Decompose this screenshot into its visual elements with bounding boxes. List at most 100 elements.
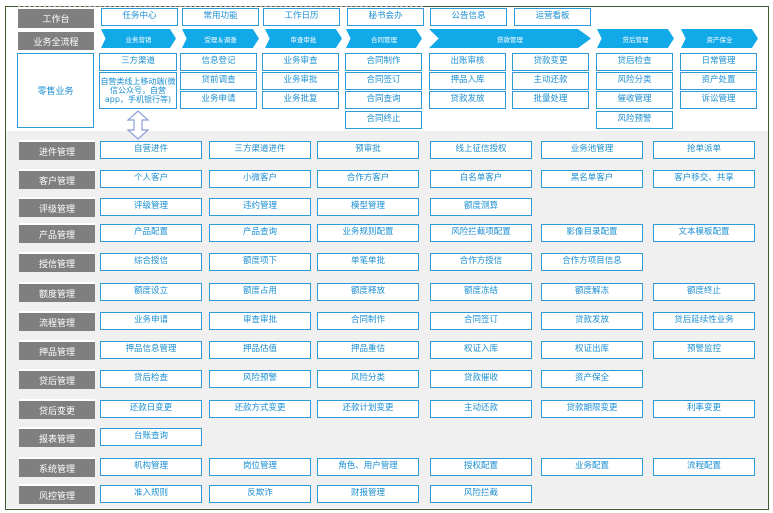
module-item[interactable]: 额度冻结 — [430, 283, 532, 301]
module-item[interactable]: 风险拦截 — [430, 485, 532, 503]
module-item[interactable]: 综合授信 — [100, 253, 202, 271]
module-item[interactable]: 权证入库 — [430, 341, 532, 359]
process-step-item[interactable]: 催收管理 — [596, 91, 673, 109]
module-item[interactable]: 三方渠道进件 — [209, 141, 311, 159]
process-step-item[interactable]: 主动还款 — [512, 72, 589, 90]
module-item[interactable]: 抢单派单 — [653, 141, 755, 159]
module-item[interactable]: 利率变更 — [653, 400, 755, 418]
process-step-item[interactable]: 押品入库 — [429, 72, 506, 90]
module-item[interactable]: 押品信息管理 — [100, 341, 202, 359]
module-item[interactable]: 个人客户 — [100, 170, 202, 188]
process-step-item[interactable]: 业务审查 — [262, 53, 339, 71]
workbench-item[interactable]: 运营看板 — [514, 8, 591, 26]
module-item[interactable]: 风险拦截项配置 — [430, 224, 532, 242]
module-item[interactable]: 业务规则配置 — [317, 224, 419, 242]
module-item[interactable]: 授权配置 — [430, 458, 532, 476]
module-item[interactable]: 黑名单客户 — [541, 170, 643, 188]
module-item[interactable]: 财报管理 — [317, 485, 419, 503]
module-item[interactable]: 额度测算 — [430, 198, 532, 216]
process-step-item[interactable]: 资产处置 — [680, 72, 757, 90]
process-step-item[interactable]: 合同终止 — [345, 111, 422, 129]
module-item[interactable]: 主动还款 — [430, 400, 532, 418]
stage-chevron[interactable]: 业务营销 — [101, 29, 176, 48]
module-item[interactable]: 角色、用户管理 — [317, 458, 419, 476]
process-step-item[interactable]: 贷款发放 — [429, 91, 506, 109]
process-step-item[interactable]: 自营类线上移动端(微信公众号，自营app，手机银行等) — [99, 72, 177, 109]
module-item[interactable]: 额度项下 — [209, 253, 311, 271]
process-step-item[interactable]: 信息登记 — [180, 53, 257, 71]
workbench-item[interactable]: 常用功能 — [182, 8, 259, 26]
module-item[interactable]: 白名单客户 — [430, 170, 532, 188]
workbench-item[interactable]: 工作日历 — [263, 8, 340, 26]
stage-chevron[interactable]: 受理＆调查 — [182, 29, 259, 48]
module-item[interactable]: 额度设立 — [100, 283, 202, 301]
process-step-item[interactable]: 业务批复 — [262, 91, 339, 109]
module-item[interactable]: 还款日变更 — [100, 400, 202, 418]
workbench-item[interactable]: 任务中心 — [101, 8, 178, 26]
module-item[interactable]: 岗位管理 — [209, 458, 311, 476]
module-item[interactable]: 产品配置 — [100, 224, 202, 242]
module-item[interactable]: 押品估值 — [209, 341, 311, 359]
module-item[interactable]: 额度占用 — [209, 283, 311, 301]
module-item[interactable]: 评级管理 — [100, 198, 202, 216]
module-item[interactable]: 产品查询 — [209, 224, 311, 242]
module-item[interactable]: 资产保全 — [541, 370, 643, 388]
workbench-item[interactable]: 秘书会办 — [347, 8, 424, 26]
module-item[interactable]: 额度终止 — [653, 283, 755, 301]
module-item[interactable]: 额度解冻 — [541, 283, 643, 301]
process-step-item[interactable]: 风险预警 — [596, 111, 673, 129]
process-step-item[interactable]: 贷前调查 — [180, 72, 257, 90]
process-step-item[interactable]: 合同查询 — [345, 91, 422, 109]
module-item[interactable]: 预警监控 — [653, 341, 755, 359]
process-step-item[interactable]: 贷款变更 — [512, 53, 589, 71]
process-step-item[interactable]: 业务申请 — [180, 91, 257, 109]
module-item[interactable]: 自营进件 — [100, 141, 202, 159]
stage-chevron[interactable]: 审查审批 — [265, 29, 342, 48]
module-item[interactable]: 违约管理 — [209, 198, 311, 216]
module-item[interactable]: 合作方授信 — [430, 253, 532, 271]
process-step-item[interactable]: 批量处理 — [512, 91, 589, 109]
process-step-item[interactable]: 三方渠道 — [99, 53, 177, 71]
module-item[interactable]: 贷款期限变更 — [541, 400, 643, 418]
module-item[interactable]: 反欺诈 — [209, 485, 311, 503]
module-item[interactable]: 单笔单批 — [317, 253, 419, 271]
stage-chevron[interactable]: 合同管理 — [346, 29, 422, 48]
module-item[interactable]: 机构管理 — [100, 458, 202, 476]
module-item[interactable]: 额度释放 — [317, 283, 419, 301]
module-item[interactable]: 贷后延续性业务 — [653, 312, 755, 330]
stage-chevron[interactable]: 贷后管理 — [597, 29, 674, 48]
module-item[interactable]: 贷后检查 — [100, 370, 202, 388]
module-item[interactable]: 影像目录配置 — [541, 224, 643, 242]
process-step-item[interactable]: 业务审批 — [262, 72, 339, 90]
module-item[interactable]: 合同制作 — [317, 312, 419, 330]
process-step-item[interactable]: 日常管理 — [680, 53, 757, 71]
process-step-item[interactable]: 出账审核 — [429, 53, 506, 71]
module-item[interactable]: 风险分类 — [317, 370, 419, 388]
process-step-item[interactable]: 合同制作 — [345, 53, 422, 71]
process-step-item[interactable]: 风险分类 — [596, 72, 673, 90]
module-item[interactable]: 台账查询 — [100, 428, 202, 446]
module-item[interactable]: 风险预警 — [209, 370, 311, 388]
module-item[interactable]: 预审批 — [317, 141, 419, 159]
module-item[interactable]: 线上征信授权 — [430, 141, 532, 159]
module-item[interactable]: 合作方客户 — [317, 170, 419, 188]
module-item[interactable]: 合作方项目信息 — [541, 253, 643, 271]
module-item[interactable]: 还款计划变更 — [317, 400, 419, 418]
module-item[interactable]: 模型管理 — [317, 198, 419, 216]
process-step-item[interactable]: 贷后检查 — [596, 53, 673, 71]
module-item[interactable]: 还款方式变更 — [209, 400, 311, 418]
module-item[interactable]: 押品重估 — [317, 341, 419, 359]
module-item[interactable]: 权证出库 — [541, 341, 643, 359]
process-step-item[interactable]: 合同签订 — [345, 72, 422, 90]
module-item[interactable]: 小微客户 — [209, 170, 311, 188]
stage-chevron[interactable]: 贷款管理 — [429, 29, 591, 48]
module-item[interactable]: 合同签订 — [430, 312, 532, 330]
module-item[interactable]: 准入规则 — [100, 485, 202, 503]
module-item[interactable]: 流程配置 — [653, 458, 755, 476]
module-item[interactable]: 审查审批 — [209, 312, 311, 330]
module-item[interactable]: 文本模板配置 — [653, 224, 755, 242]
module-item[interactable]: 客户移交、共享 — [653, 170, 755, 188]
module-item[interactable]: 贷款催收 — [430, 370, 532, 388]
workbench-item[interactable]: 公告信息 — [430, 8, 507, 26]
process-step-item[interactable]: 诉讼管理 — [680, 91, 757, 109]
